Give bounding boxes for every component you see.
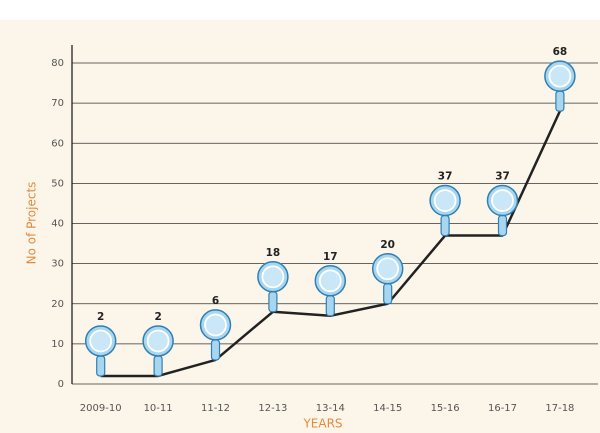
magnifier-marker [142,325,174,377]
data-label: 2 [97,311,104,323]
magnifier-ring [261,265,285,289]
magnifier-ring [318,269,342,293]
y-tick-label: 60 [51,138,64,149]
data-label: 18 [266,247,281,259]
y-tick-label: 70 [51,98,64,109]
magnifier-marker [314,265,347,317]
magnifier-handle [325,295,335,317]
magnifier-ring [204,313,227,337]
magnifier-ring [433,189,457,212]
x-tick-label: 11-12 [201,403,230,414]
y-tick-label: 40 [51,219,64,230]
magnifier-ring [548,64,572,88]
magnifier-ring [146,329,170,353]
y-tick-label: 30 [51,259,64,270]
x-tick-label: 13-14 [316,403,345,414]
y-tick-label: 50 [51,178,64,189]
magnifier-ring [376,257,400,281]
magnifier-marker [371,253,404,305]
magnifier-ring [491,189,514,212]
y-tick-label: 20 [51,299,64,310]
x-tick-label: 2009-10 [80,403,122,414]
x-tick-label: 12-13 [258,403,287,414]
magnifier-handle [153,355,163,377]
x-tick-label: 15-16 [431,403,460,414]
magnifier-marker [199,309,232,361]
x-tick-label: 10-11 [144,403,173,414]
magnifier-handle [96,355,106,377]
magnifier-handle [268,291,278,313]
x-tick-label: 14-15 [373,403,402,414]
data-label: 37 [438,171,453,183]
magnifier-ring [89,329,113,353]
magnifier-handle [497,214,508,237]
data-label: 37 [495,171,510,183]
y-tick-label: 80 [51,58,64,69]
y-tick-label: 10 [51,339,64,350]
magnifier-marker [544,60,576,112]
y-tick-label: 0 [58,379,64,390]
data-label: 68 [553,46,568,58]
background [0,20,600,433]
magnifier-marker [257,261,289,313]
x-axis-label: YEARS [302,417,342,431]
magnifier-marker [429,184,461,237]
y-axis-label: No of Projects [25,182,39,265]
magnifier-marker [84,325,117,377]
magnifier-handle [555,90,565,112]
magnifier-handle [383,283,393,305]
data-label: 2 [154,311,161,323]
x-tick-label: 17-18 [545,403,574,414]
data-label: 20 [380,239,395,251]
magnifier-handle [440,214,450,237]
data-label: 17 [323,251,338,263]
magnifier-handle [210,339,221,361]
x-tick-label: 16-17 [488,403,517,414]
magnifier-marker [486,184,519,237]
data-label: 6 [212,295,219,307]
